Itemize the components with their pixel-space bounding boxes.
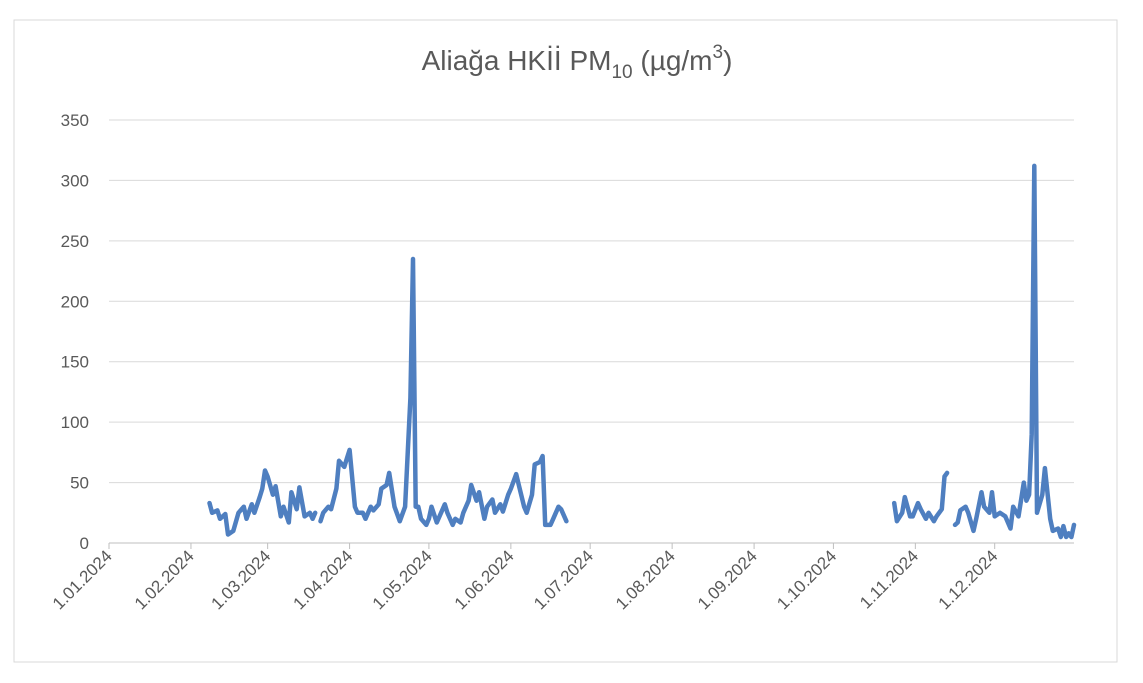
y-tick-label: 150	[61, 353, 89, 372]
y-tick-label: 100	[61, 413, 89, 432]
chart-border	[13, 19, 1118, 663]
title-subscript: 10	[611, 62, 632, 83]
y-tick-label: 300	[61, 171, 89, 190]
title-part: (µg/m	[633, 45, 713, 76]
y-tick-label: 0	[80, 534, 89, 553]
y-tick-label: 250	[61, 232, 89, 251]
chart-title: Aliağa HKİİ PM10 (µg/m3)	[384, 42, 756, 83]
y-tick-label: 50	[70, 474, 89, 493]
y-tick-label: 350	[61, 111, 89, 130]
data-line	[207, 163, 1077, 540]
title-part: )	[723, 45, 732, 76]
title-part: Aliağa HKİİ PM	[422, 45, 612, 76]
title-superscript: 3	[713, 42, 724, 63]
y-tick-label: 200	[61, 292, 89, 311]
